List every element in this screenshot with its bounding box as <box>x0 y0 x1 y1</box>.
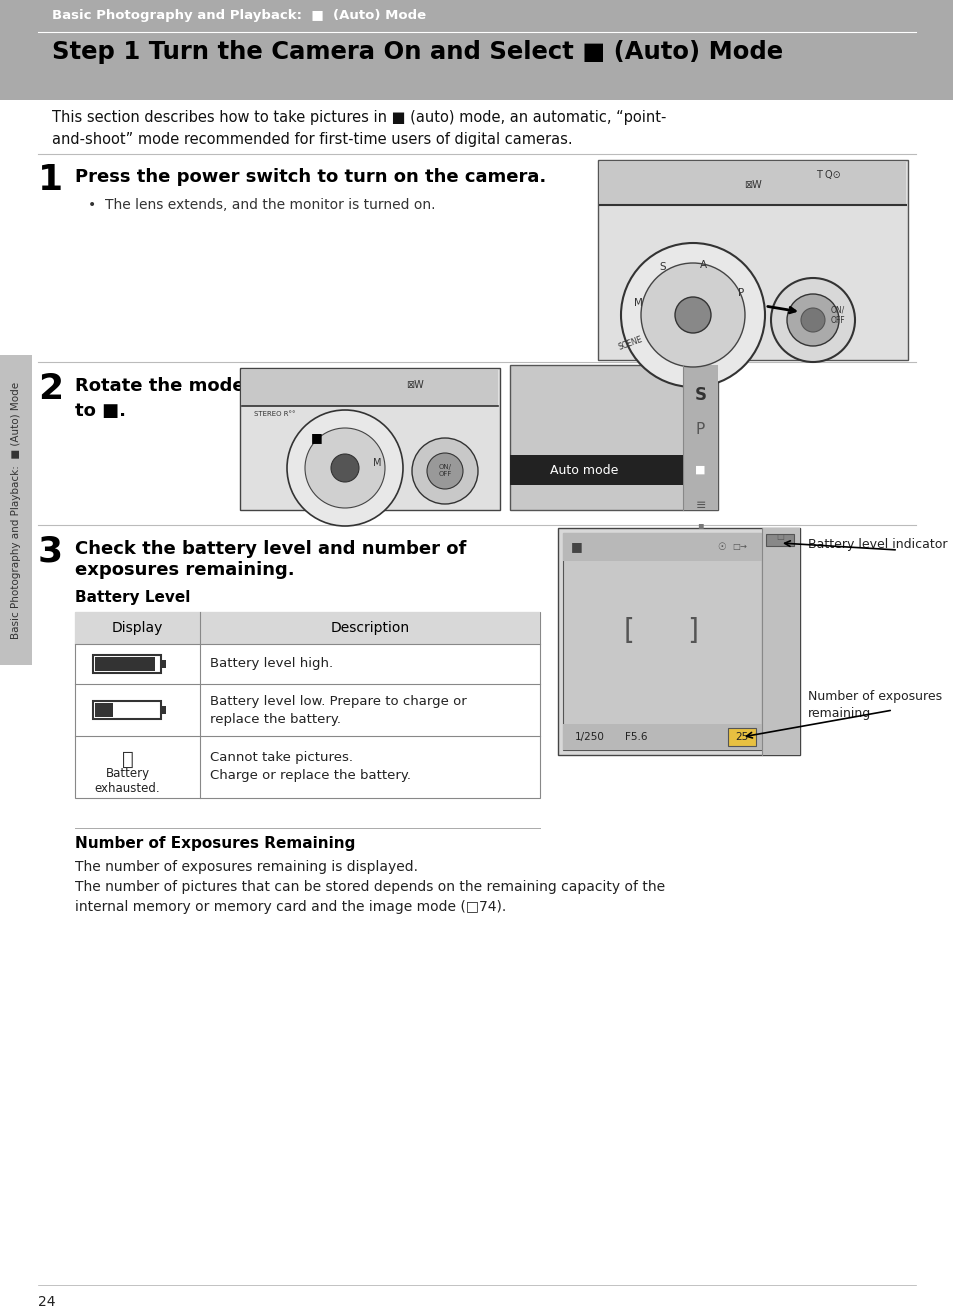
Bar <box>92 654 161 673</box>
Text: Cannot take pictures.
Charge or replace the battery.: Cannot take pictures. Charge or replace … <box>210 752 411 783</box>
Bar <box>75 612 539 644</box>
Text: □→: □→ <box>732 543 746 552</box>
Circle shape <box>801 307 824 332</box>
Text: ■: ■ <box>695 465 705 474</box>
Text: SCENE: SCENE <box>617 335 643 352</box>
Text: •  The lens extends, and the monitor is turned on.: • The lens extends, and the monitor is t… <box>88 198 435 212</box>
Text: Battery level indicator: Battery level indicator <box>807 537 946 551</box>
Text: ⊠W: ⊠W <box>406 380 423 390</box>
Circle shape <box>287 410 402 526</box>
Bar <box>598 160 907 360</box>
Text: to ■.: to ■. <box>75 402 126 420</box>
Text: Rotate the mode dial: Rotate the mode dial <box>75 377 288 396</box>
Text: Battery Level: Battery Level <box>75 590 191 604</box>
Bar <box>92 700 161 719</box>
Circle shape <box>620 243 764 388</box>
Bar <box>562 533 761 561</box>
Bar <box>765 533 793 547</box>
Bar <box>562 533 761 750</box>
Text: S: S <box>694 386 706 403</box>
Text: Auto mode: Auto mode <box>550 464 618 477</box>
Text: ■: ■ <box>311 431 322 444</box>
Text: Number of Exposures Remaining: Number of Exposures Remaining <box>75 836 355 851</box>
Text: ON/
OFF: ON/ OFF <box>437 465 451 477</box>
Bar <box>510 365 718 510</box>
Circle shape <box>305 428 385 509</box>
Text: STEREO R°°: STEREO R°° <box>253 411 295 417</box>
Bar <box>510 455 682 485</box>
Bar <box>240 368 499 510</box>
Bar <box>558 528 800 756</box>
Text: 1: 1 <box>38 163 63 197</box>
Text: □: □ <box>775 531 783 540</box>
Bar <box>95 703 112 717</box>
Text: The number of exposures remaining is displayed.: The number of exposures remaining is dis… <box>75 859 417 874</box>
Text: internal memory or memory card and the image mode (□74).: internal memory or memory card and the i… <box>75 900 506 915</box>
Text: This section describes how to take pictures in ■ (auto) mode, an automatic, “poi: This section describes how to take pictu… <box>52 110 666 125</box>
Bar <box>599 162 905 205</box>
Bar <box>562 724 761 750</box>
Text: T Q⊙: T Q⊙ <box>815 170 840 180</box>
Bar <box>682 365 718 510</box>
Text: 3: 3 <box>38 535 63 569</box>
Text: 25: 25 <box>735 732 748 742</box>
Bar <box>761 528 800 756</box>
Text: exposures remaining.: exposures remaining. <box>75 561 294 579</box>
Text: Basic Photography and Playback:  ■ (Auto) Mode: Basic Photography and Playback: ■ (Auto)… <box>11 381 21 639</box>
Bar <box>242 371 497 406</box>
Text: and-shoot” mode recommended for first-time users of digital cameras.: and-shoot” mode recommended for first-ti… <box>52 131 572 147</box>
Text: ON/
OFF: ON/ OFF <box>830 305 844 325</box>
Text: Press the power switch to turn on the camera.: Press the power switch to turn on the ca… <box>75 168 546 187</box>
Bar <box>727 728 755 746</box>
Circle shape <box>770 279 854 361</box>
Text: ⊠W: ⊠W <box>743 180 761 191</box>
Text: P: P <box>695 423 704 438</box>
Bar <box>95 657 154 671</box>
Bar <box>0 0 953 32</box>
Text: ■: ■ <box>571 540 582 553</box>
Circle shape <box>412 438 477 505</box>
Bar <box>0 32 953 100</box>
Circle shape <box>427 453 462 489</box>
Text: M: M <box>633 298 641 307</box>
Text: ▪: ▪ <box>697 520 703 530</box>
Bar <box>161 660 166 668</box>
Text: S: S <box>659 261 665 272</box>
Text: 24: 24 <box>38 1296 55 1309</box>
Bar <box>161 706 166 714</box>
Text: Battery
exhausted.: Battery exhausted. <box>94 766 160 795</box>
Text: The number of pictures that can be stored depends on the remaining capacity of t: The number of pictures that can be store… <box>75 880 664 894</box>
Text: Step 1 Turn the Camera On and Select ■ (Auto) Mode: Step 1 Turn the Camera On and Select ■ (… <box>52 39 782 64</box>
Text: A: A <box>699 260 706 269</box>
Text: Number of exposures
remaining: Number of exposures remaining <box>807 690 942 720</box>
Text: Description: Description <box>330 622 409 635</box>
Text: Basic Photography and Playback:  ■  (Auto) Mode: Basic Photography and Playback: ■ (Auto)… <box>52 9 426 22</box>
Bar <box>75 612 539 798</box>
Text: F5.6: F5.6 <box>624 732 647 742</box>
Circle shape <box>786 294 838 346</box>
Bar <box>0 355 32 665</box>
Circle shape <box>640 263 744 367</box>
Circle shape <box>675 297 710 332</box>
Text: P: P <box>737 288 743 298</box>
Text: 2: 2 <box>38 372 63 406</box>
Text: M: M <box>373 459 381 468</box>
Circle shape <box>331 455 358 482</box>
Text: ☉: ☉ <box>717 541 725 552</box>
Text: ≡: ≡ <box>695 498 705 511</box>
Text: Display: Display <box>112 622 163 635</box>
Text: [      ]: [ ] <box>624 618 699 645</box>
Text: Check the battery level and number of: Check the battery level and number of <box>75 540 466 558</box>
Text: 1/250: 1/250 <box>575 732 604 742</box>
Text: Battery level low. Prepare to charge or
replace the battery.: Battery level low. Prepare to charge or … <box>210 695 466 725</box>
Text: Battery level high.: Battery level high. <box>210 657 333 670</box>
Text: ⓘ: ⓘ <box>121 749 133 769</box>
